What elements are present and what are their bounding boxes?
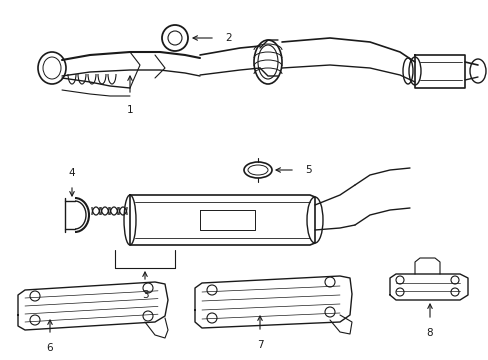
Text: 8: 8: [426, 328, 432, 338]
Text: 1: 1: [126, 105, 133, 115]
Text: 3: 3: [142, 290, 148, 300]
Text: 6: 6: [46, 343, 53, 353]
Text: 7: 7: [256, 340, 263, 350]
Text: 5: 5: [305, 165, 311, 175]
Text: 4: 4: [68, 168, 75, 178]
Text: 2: 2: [224, 33, 231, 43]
